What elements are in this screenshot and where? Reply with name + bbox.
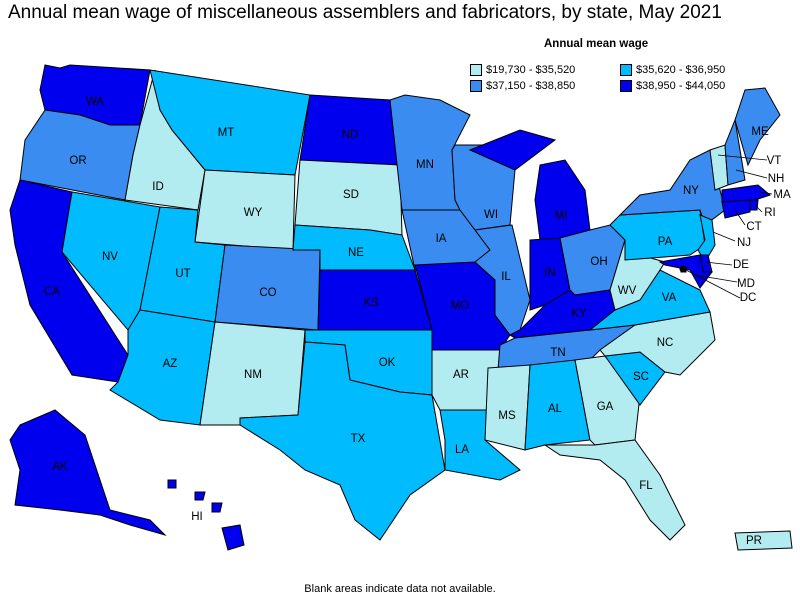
state-TX[interactable] — [239, 341, 446, 541]
state-label-md: MD — [737, 278, 755, 290]
state-label-ar: AR — [453, 369, 469, 381]
legend-swatch — [620, 64, 632, 76]
state-PR[interactable] — [734, 530, 793, 551]
legend-item-bin-4: $38,950 - $44,050 — [620, 80, 730, 92]
state-label-az: AZ — [163, 358, 178, 370]
state-label-ms: MS — [498, 410, 516, 422]
state-NH[interactable] — [724, 118, 746, 186]
state-label-nv: NV — [102, 251, 118, 263]
state-label-fl: FL — [639, 480, 653, 492]
state-label-ca: CA — [44, 286, 60, 298]
state-label-sd: SD — [343, 189, 359, 201]
state-label-wa: WA — [86, 96, 104, 108]
state-label-ut: UT — [175, 268, 190, 280]
state-label-va: VA — [662, 292, 677, 304]
legend-swatch — [470, 64, 482, 76]
state-label-or: OR — [69, 155, 86, 167]
state-label-ma: MA — [773, 189, 791, 201]
state-label-la: LA — [455, 444, 469, 456]
state-label-al: AL — [548, 403, 563, 415]
map-title: Annual mean wage of miscellaneous assemb… — [8, 2, 722, 23]
legend-item-bin-2: $35,620 - $36,950 — [620, 64, 730, 76]
state-label-wi: WI — [484, 209, 498, 221]
state-label-mn: MN — [416, 159, 434, 171]
state-IL[interactable] — [474, 224, 531, 336]
callout-leader-lines — [685, 154, 773, 299]
state-label-mt: MT — [218, 127, 235, 139]
state-label-ny: NY — [683, 185, 699, 197]
state-HI[interactable] — [167, 479, 245, 551]
state-label-tx: TX — [351, 433, 366, 445]
legend-label: $19,730 - $35,520 — [486, 64, 576, 76]
state-label-ky: KY — [571, 308, 587, 320]
legend-item-bin-1: $19,730 - $35,520 — [470, 64, 620, 76]
state-RI[interactable] — [749, 199, 759, 211]
legend-item-bin-3: $37,150 - $38,850 — [470, 80, 620, 92]
state-label-ri: RI — [764, 207, 776, 219]
state-label-ne: NE — [348, 247, 364, 259]
legend-swatch — [470, 80, 482, 92]
state-label-tn: TN — [550, 347, 565, 359]
state-label-dc: DC — [740, 292, 757, 304]
state-label-nj: NJ — [737, 237, 751, 249]
state-label-wy: WY — [244, 207, 263, 219]
state-AK[interactable] — [9, 409, 167, 537]
legend-label: $35,620 - $36,950 — [636, 64, 726, 76]
footnote: Blank areas indicate data not available. — [304, 583, 496, 595]
state-label-ak: AK — [52, 461, 68, 473]
state-AL[interactable] — [524, 359, 591, 451]
state-label-id: ID — [152, 181, 164, 193]
state-ME[interactable] — [734, 87, 781, 167]
state-label-ct: CT — [746, 221, 761, 233]
state-label-de: DE — [733, 259, 749, 271]
legend: Annual mean wage $19,730 - $35,520 $35,6… — [470, 38, 725, 92]
legend-label: $38,950 - $44,050 — [636, 80, 726, 92]
state-label-oh: OH — [590, 256, 607, 268]
state-label-il: IL — [501, 271, 511, 283]
state-label-sc: SC — [633, 371, 649, 383]
state-CT[interactable] — [721, 199, 751, 219]
state-FL[interactable] — [543, 439, 686, 541]
state-label-nh: NH — [768, 173, 785, 185]
state-label-mo: MO — [451, 300, 470, 312]
state-label-nd: ND — [342, 129, 359, 141]
state-label-ks: KS — [363, 297, 379, 309]
state-label-me: ME — [751, 126, 769, 138]
state-label-vt: VT — [767, 155, 782, 167]
state-label-pr: PR — [746, 535, 762, 547]
state-label-co: CO — [259, 287, 276, 299]
dc-marker-dot — [679, 265, 687, 273]
state-MS[interactable] — [484, 364, 531, 451]
state-label-wv: WV — [618, 285, 637, 297]
state-label-ia: IA — [436, 233, 447, 245]
state-label-mi: MI — [555, 210, 568, 222]
state-label-ok: OK — [379, 357, 396, 369]
state-label-nm: NM — [244, 369, 262, 381]
legend-label: $37,150 - $38,850 — [486, 80, 576, 92]
state-label-nc: NC — [657, 337, 674, 349]
state-label-ga: GA — [597, 401, 614, 413]
state-label-pa: PA — [658, 236, 673, 248]
state-label-in: IN — [544, 267, 556, 279]
state-label-hi: HI — [191, 511, 203, 523]
legend-title: Annual mean wage — [544, 38, 649, 50]
state-MA[interactable] — [721, 184, 772, 203]
legend-swatch — [620, 80, 632, 92]
